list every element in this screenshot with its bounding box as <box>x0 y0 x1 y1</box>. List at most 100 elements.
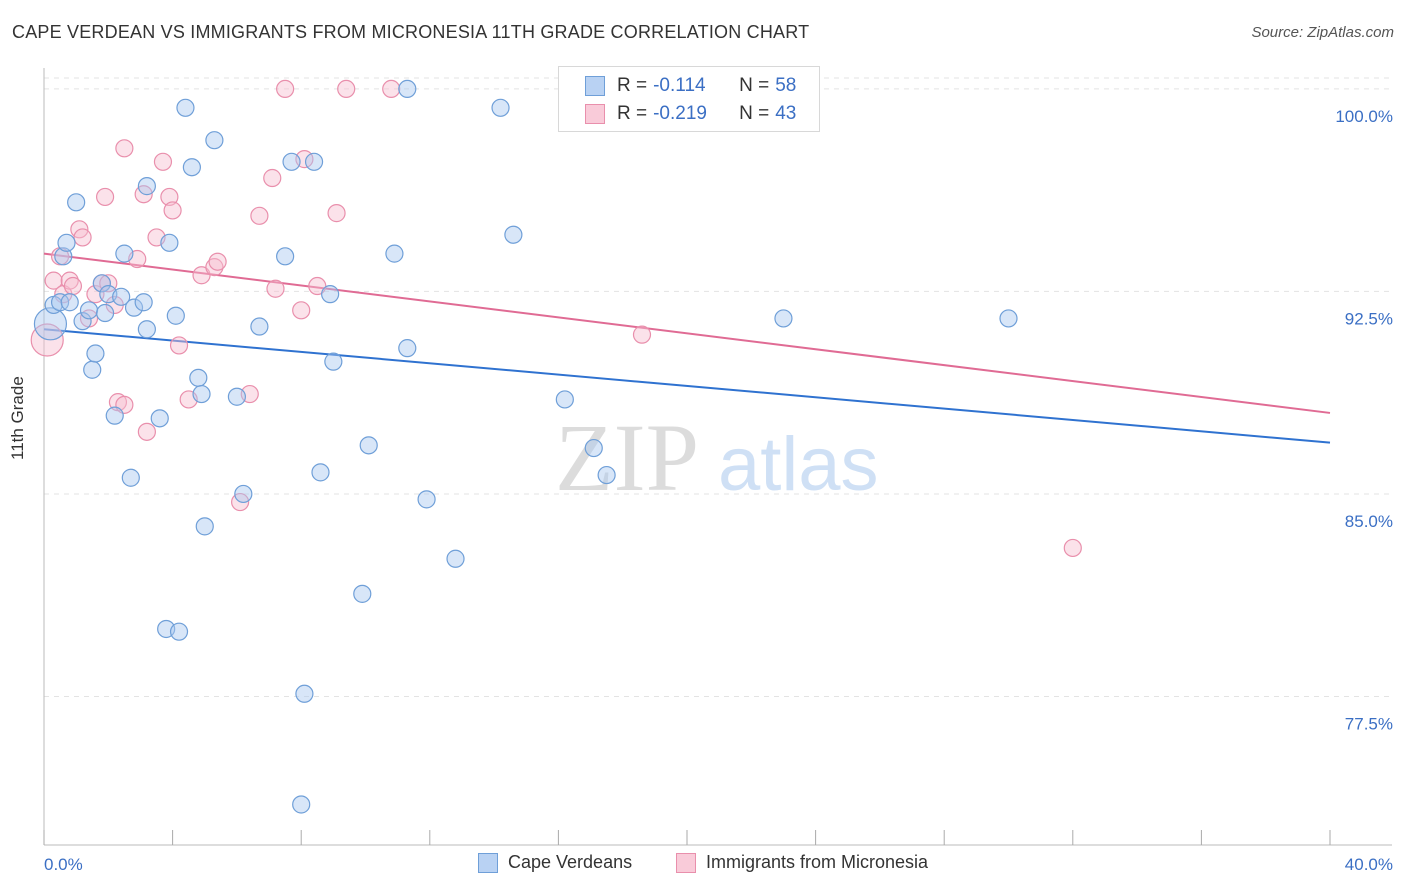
chart-title: CAPE VERDEAN VS IMMIGRANTS FROM MICRONES… <box>12 22 810 42</box>
micronesia-point <box>86 285 105 304</box>
micronesia-point <box>250 206 269 225</box>
cape-verdean-point <box>292 795 311 814</box>
n-value: 58 <box>775 75 797 96</box>
cape-verdean-point <box>774 309 793 328</box>
micronesia-point <box>160 187 179 207</box>
cape-verdean-point <box>227 387 246 406</box>
cape-verdean-point <box>385 244 404 263</box>
micronesia-point <box>99 274 118 293</box>
cape-verdean-point <box>182 158 201 177</box>
r-label: R = <box>617 103 648 124</box>
trend-lines <box>43 252 1331 444</box>
cape-verdean-point <box>79 301 99 320</box>
cape-verdean-point <box>92 274 111 293</box>
watermark-zip: ZIP <box>555 404 699 511</box>
cape-verdean-point <box>60 293 79 312</box>
cape-verdean-point <box>137 177 156 196</box>
pink-swatch <box>676 852 696 873</box>
x-tick-label: 40.0% <box>1345 855 1393 874</box>
cape-verdean-point <box>95 303 115 323</box>
source-label: Source: ZipAtlas.com <box>1251 24 1394 41</box>
micronesia-point <box>266 279 285 298</box>
cape-verdean-point <box>304 152 324 171</box>
cape-verdean-point <box>124 298 144 317</box>
cape-verdean-point <box>359 436 378 455</box>
cape-verdean-point <box>160 233 179 252</box>
cape-verdean-point <box>446 549 465 568</box>
micronesia-point <box>205 258 224 277</box>
cape-verdean-point <box>57 233 76 252</box>
n-label: N = <box>739 75 770 96</box>
cape-verdean-point <box>86 344 105 363</box>
cape-verdean-point <box>176 98 195 117</box>
micronesia-point <box>337 79 356 99</box>
micronesia-point <box>137 422 156 441</box>
micronesia-point <box>60 271 79 290</box>
y-tick-label: 77.5% <box>1345 714 1393 733</box>
n-value: 43 <box>775 103 797 124</box>
micronesia-point <box>153 152 173 171</box>
r-label: R = <box>617 75 648 96</box>
micronesia-point <box>292 301 311 320</box>
cape-verdean-point <box>54 247 73 266</box>
n-label: N = <box>739 103 770 124</box>
r-value: -0.219 <box>653 103 707 124</box>
tick-labels: 77.5% 85.0% 92.5% 100.0% 0.0% 40.0% <box>44 107 1393 874</box>
cape-verdean-point <box>195 517 214 536</box>
micronesia-point <box>44 271 63 290</box>
cape-verdean-point <box>282 152 301 171</box>
cape-verdean-point <box>205 131 224 150</box>
micronesia-point <box>73 228 92 247</box>
micronesia-point <box>263 168 282 188</box>
cape-verdean-point <box>491 98 510 117</box>
cape-verdean-point <box>321 285 340 304</box>
y-tick-label: 85.0% <box>1345 512 1393 531</box>
micronesia-point <box>308 276 327 296</box>
y-axis-label: 11th Grade <box>8 376 27 460</box>
micronesia-point <box>95 187 115 207</box>
cape-verdean-point <box>584 438 603 458</box>
stats-row-cape-verdeans: R = -0.114 N = 58 <box>585 74 796 98</box>
cape-verdean-point <box>83 360 102 379</box>
y-tick-label: 92.5% <box>1345 309 1393 328</box>
micronesia-point <box>327 204 346 223</box>
cape-verdean-point <box>311 463 330 482</box>
blue-swatch <box>585 76 605 96</box>
cape-verdean-point <box>166 306 185 325</box>
cape-verdean-point <box>121 468 140 487</box>
pink-swatch <box>585 104 605 124</box>
stats-row-micronesia: R = -0.219 N = 43 <box>585 102 796 126</box>
cape-verdean-point <box>398 339 417 358</box>
cape-verdean-point <box>234 484 253 504</box>
cape-verdean-point <box>192 384 211 404</box>
trend-line-micronesia <box>43 252 1331 414</box>
blue-swatch <box>478 852 498 873</box>
micronesia-point <box>115 139 134 158</box>
micronesia-point <box>276 79 295 99</box>
cape-verdean-point <box>276 247 295 266</box>
cape-verdean-point <box>189 368 208 387</box>
x-tick-label: 0.0% <box>44 855 83 874</box>
cape-verdean-point <box>150 409 169 428</box>
cape-verdean-point <box>134 293 153 312</box>
cape-verdean-point <box>417 490 436 509</box>
micronesia-point <box>382 79 401 99</box>
legend-item-micronesia: Immigrants from Micronesia <box>676 852 928 873</box>
legend-label: Cape Verdeans <box>508 852 633 872</box>
cape-verdean-point <box>324 352 343 371</box>
micronesia-point <box>208 252 227 271</box>
cape-verdean-point <box>398 79 417 99</box>
y-tick-label: 100.0% <box>1335 107 1393 126</box>
legend-item-cape-verdeans: Cape Verdeans <box>478 852 632 873</box>
cape-verdean-point <box>295 684 314 703</box>
cape-verdean-point <box>105 406 124 425</box>
cape-verdean-point <box>67 193 86 212</box>
watermark-atlas: atlas <box>718 422 879 507</box>
cape-verdean-point <box>555 390 574 409</box>
data-points <box>30 79 1082 814</box>
cape-verdean-point <box>999 309 1018 328</box>
micronesia-point <box>192 266 211 285</box>
stats-legend: R = -0.114 N = 58 R = -0.219 N = 43 <box>558 66 820 132</box>
cape-verdean-point <box>504 225 523 244</box>
